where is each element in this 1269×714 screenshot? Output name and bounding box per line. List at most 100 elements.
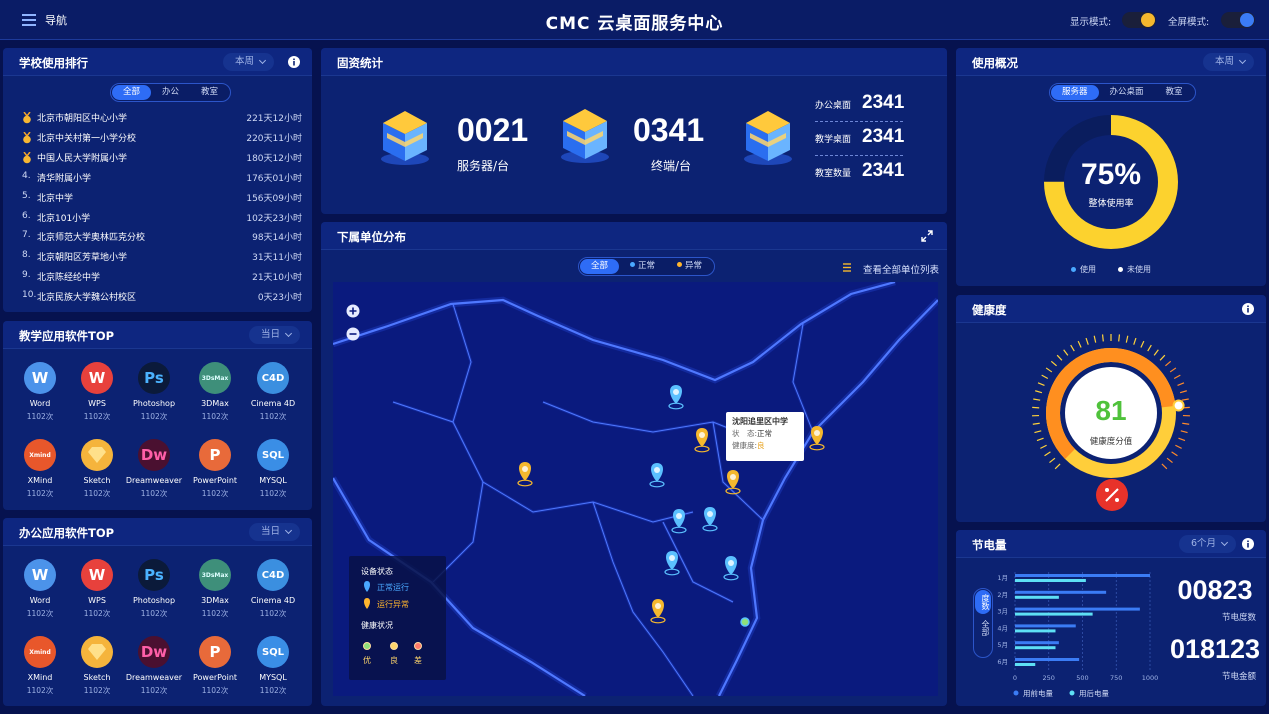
toggle[interactable] <box>1221 12 1255 28</box>
status-dot <box>740 617 750 627</box>
usage-caption: 整体使用率 <box>1088 199 1134 209</box>
app-icon[interactable]: P <box>199 636 231 668</box>
app-icon[interactable]: SQL <box>257 439 289 471</box>
tab[interactable]: 教室 <box>201 87 219 97</box>
gauge-tick <box>1093 335 1097 343</box>
dropdown[interactable]: 6个月 <box>1178 535 1236 553</box>
health-panel: 健康度 81 健康度分值 <box>956 295 1266 522</box>
gauge-tick <box>1033 398 1041 401</box>
dropdown[interactable]: 本周 <box>222 53 274 71</box>
app-icon-text: Ps <box>144 566 164 584</box>
school-name: 北京中学 <box>37 193 74 204</box>
expand-icon[interactable] <box>921 230 933 242</box>
tab[interactable]: 正常 <box>619 259 666 274</box>
app-icon[interactable]: C4D <box>257 559 289 591</box>
location-pin[interactable] <box>723 556 739 581</box>
legend-label: 用后电量 <box>1079 688 1109 698</box>
app-icon[interactable]: C4D <box>257 362 289 394</box>
tab[interactable]: 度数 <box>975 590 991 614</box>
dropdown[interactable]: 当日 <box>248 326 300 344</box>
gauge-tick <box>1070 344 1075 352</box>
menu-icon[interactable] <box>22 14 36 26</box>
rank-number: 4. <box>22 170 31 181</box>
app-icon[interactable]: Dw <box>138 439 170 471</box>
panel-title: 教学应用软件TOP <box>19 329 115 343</box>
tab[interactable]: 全部 <box>112 85 152 100</box>
bar <box>1015 624 1076 628</box>
donut-arc <box>1044 115 1178 249</box>
info-icon[interactable] <box>288 56 300 68</box>
info-icon[interactable] <box>1242 303 1254 315</box>
location-pin[interactable] <box>725 470 741 495</box>
app-icon[interactable]: Xmind <box>24 636 56 668</box>
app-name: PowerPoint <box>192 673 238 682</box>
panel-header: 下属单位分布 <box>321 222 947 250</box>
tab[interactable]: 服务器 <box>1051 85 1099 100</box>
app-icon[interactable]: 3DsMax <box>199 559 231 591</box>
dropdown[interactable]: 当日 <box>248 523 300 541</box>
school-name: 清华附属小学 <box>37 173 92 184</box>
terminal-unit: 终端/台 <box>650 159 691 173</box>
gauge-tick <box>1044 451 1051 457</box>
legend-title: 健康状况 <box>361 621 393 630</box>
location-pin[interactable] <box>671 509 687 534</box>
app-icon[interactable]: Xmind <box>24 439 56 471</box>
tab[interactable]: 办公桌面 <box>1109 87 1144 97</box>
location-pin[interactable] <box>649 463 665 488</box>
app-icon[interactable]: W <box>24 362 56 394</box>
detail-value: 2341 <box>862 160 905 181</box>
tab[interactable]: 全部 <box>981 620 990 636</box>
app-icon-text: W <box>88 566 106 584</box>
tab[interactable]: 全部 <box>580 259 620 274</box>
location-pin[interactable] <box>650 599 666 624</box>
map-border <box>712 421 764 521</box>
info-icon[interactable] <box>1242 538 1254 550</box>
gauge-tick <box>1037 382 1045 387</box>
location-pin[interactable] <box>664 551 680 576</box>
tooltip-value: 良 <box>757 441 765 450</box>
asset-icon <box>561 109 609 163</box>
app-icon[interactable]: Ps <box>138 362 170 394</box>
dropdown[interactable]: 本周 <box>1202 53 1254 71</box>
app-icon-text: W <box>31 369 49 387</box>
app-icon[interactable]: Ps <box>138 559 170 591</box>
nav-label[interactable]: 导航 <box>45 14 67 27</box>
map-border-glow <box>392 400 485 584</box>
legend-label: 差 <box>414 656 422 665</box>
tab[interactable]: 教室 <box>1165 87 1183 97</box>
rank-number: 6. <box>22 210 31 221</box>
app-name: Word <box>29 399 51 408</box>
app-name: Dreamweaver <box>125 673 183 682</box>
location-pin[interactable] <box>809 426 825 451</box>
app-icon[interactable]: W <box>24 559 56 591</box>
app-icon[interactable]: W <box>81 559 113 591</box>
app-icon[interactable]: Dw <box>138 636 170 668</box>
view-all-link[interactable]: 查看全部单位列表 <box>863 265 940 276</box>
app-icon[interactable]: SQL <box>257 636 289 668</box>
legend-dot <box>414 642 422 650</box>
list-line <box>843 270 851 272</box>
location-pin[interactable] <box>702 507 718 532</box>
app-icon-text: P <box>209 446 221 464</box>
tab[interactable]: 办公 <box>162 87 180 97</box>
gauge-tick <box>1032 422 1040 425</box>
app-icon[interactable] <box>81 439 113 471</box>
app-icon[interactable]: P <box>199 439 231 471</box>
location-pin[interactable] <box>694 428 710 453</box>
location-pin[interactable] <box>668 385 684 410</box>
pin-center <box>669 555 675 561</box>
usage-time: 98天14小时 <box>252 233 302 244</box>
pin-base <box>664 568 680 576</box>
legend-label: 运行异常 <box>377 600 409 609</box>
app-icon[interactable]: W <box>81 362 113 394</box>
location-pin[interactable] <box>517 462 533 487</box>
medal-disc <box>23 155 31 164</box>
app-icon[interactable]: 3DsMax <box>199 362 231 394</box>
tab[interactable]: 异常 <box>666 259 713 274</box>
gauge-knob <box>1172 399 1185 412</box>
toggle[interactable] <box>1122 12 1156 28</box>
rank-number: 9. <box>22 270 31 281</box>
app-icon[interactable] <box>81 636 113 668</box>
school-name: 北京陈经纶中学 <box>37 273 101 284</box>
health-gauge <box>1032 334 1190 511</box>
